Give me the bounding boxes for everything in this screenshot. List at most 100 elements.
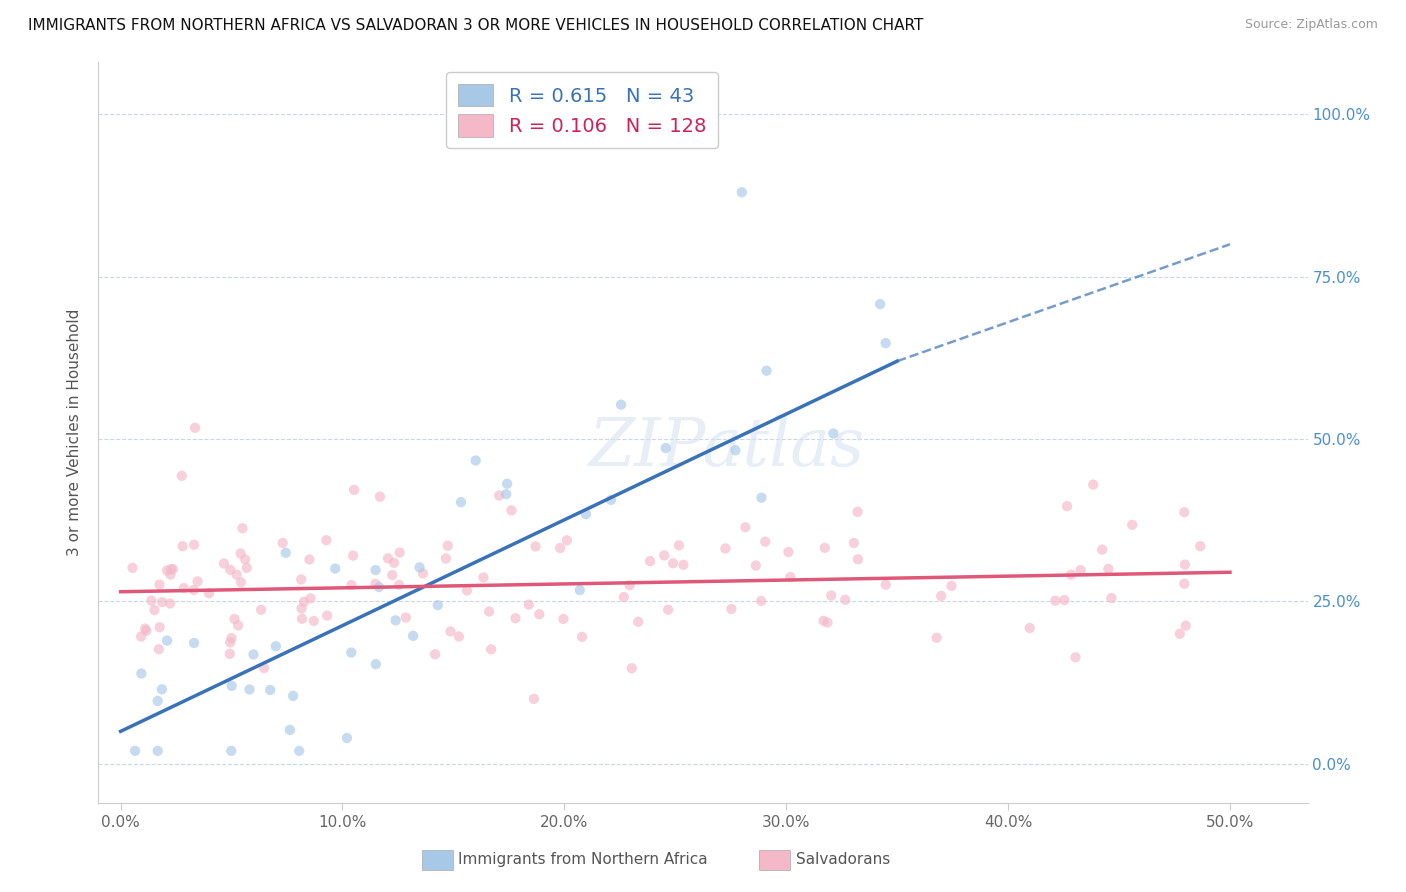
Point — [412, 566, 434, 581]
Point — [548, 541, 571, 555]
Point — [575, 507, 598, 521]
Point — [149, 620, 172, 634]
Point — [250, 603, 273, 617]
Point — [745, 558, 768, 573]
Point — [929, 589, 952, 603]
Point — [384, 613, 406, 627]
Point — [524, 540, 547, 554]
Point — [479, 642, 502, 657]
Point — [434, 551, 457, 566]
Point — [1083, 477, 1105, 491]
Text: Source: ZipAtlas.com: Source: ZipAtlas.com — [1244, 18, 1378, 31]
Point — [619, 578, 641, 592]
Point — [439, 624, 461, 639]
Point — [298, 552, 321, 566]
Point — [340, 646, 363, 660]
Point — [731, 186, 754, 200]
Point — [1174, 618, 1197, 632]
Point — [823, 426, 845, 441]
Point — [259, 682, 281, 697]
Point — [496, 476, 519, 491]
Point — [129, 630, 152, 644]
Point — [156, 564, 179, 578]
Point — [170, 468, 193, 483]
Point — [941, 579, 963, 593]
Point — [242, 648, 264, 662]
Point — [652, 549, 675, 563]
Point — [505, 611, 527, 625]
Point — [529, 607, 551, 622]
Point — [488, 488, 510, 502]
Point — [1189, 539, 1212, 553]
Point — [156, 633, 179, 648]
Point — [299, 591, 322, 606]
Point — [1045, 593, 1067, 607]
Point — [388, 578, 411, 592]
Point — [271, 536, 294, 550]
Point — [1099, 591, 1122, 605]
Point — [778, 545, 800, 559]
Point — [402, 629, 425, 643]
Point — [274, 546, 297, 560]
Point — [495, 487, 517, 501]
Point — [364, 563, 387, 577]
Point — [364, 657, 387, 672]
Point — [143, 603, 166, 617]
Point — [315, 533, 337, 548]
Point — [657, 603, 679, 617]
Point — [183, 582, 205, 597]
Point — [450, 495, 472, 509]
Point — [714, 541, 737, 556]
Point — [553, 612, 575, 626]
Point — [290, 573, 312, 587]
Point — [231, 521, 253, 535]
Point — [141, 593, 163, 607]
Point — [219, 563, 242, 577]
Point — [846, 552, 869, 566]
Point — [173, 581, 195, 595]
Point — [600, 492, 623, 507]
Point — [336, 731, 359, 745]
Point — [755, 364, 778, 378]
Point — [925, 631, 948, 645]
Point — [846, 505, 869, 519]
Text: IMMIGRANTS FROM NORTHERN AFRICA VS SALVADORAN 3 OR MORE VEHICLES IN HOUSEHOLD CO: IMMIGRANTS FROM NORTHERN AFRICA VS SALVA… — [28, 18, 924, 33]
Point — [1173, 505, 1195, 519]
Point — [368, 490, 391, 504]
Text: Salvadorans: Salvadorans — [796, 853, 890, 867]
Point — [183, 636, 205, 650]
Point — [225, 567, 247, 582]
Point — [291, 612, 314, 626]
Point — [571, 630, 593, 644]
Point — [654, 441, 676, 455]
Point — [472, 570, 495, 584]
Point — [150, 682, 173, 697]
Point — [638, 554, 661, 568]
Point — [146, 744, 169, 758]
Y-axis label: 3 or more Vehicles in Household: 3 or more Vehicles in Household — [67, 309, 83, 557]
Legend: R = 0.615   N = 43, R = 0.106   N = 128: R = 0.615 N = 43, R = 0.106 N = 128 — [447, 72, 717, 148]
Point — [875, 577, 897, 591]
Point — [131, 666, 153, 681]
Point — [464, 453, 486, 467]
Point — [146, 694, 169, 708]
Point — [377, 551, 399, 566]
Point — [754, 534, 776, 549]
Point — [395, 610, 418, 624]
Point — [662, 556, 685, 570]
Point — [183, 538, 205, 552]
Point — [1168, 626, 1191, 640]
Point — [278, 723, 301, 737]
Point — [668, 538, 690, 552]
Text: ZIPatlas: ZIPatlas — [589, 415, 865, 480]
Point — [162, 562, 184, 576]
Point — [436, 539, 458, 553]
Point — [842, 536, 865, 550]
Point — [423, 648, 446, 662]
Point — [323, 561, 346, 575]
Point — [456, 583, 478, 598]
Point — [1056, 499, 1078, 513]
Point — [381, 568, 404, 582]
Point — [148, 642, 170, 657]
Point — [627, 615, 650, 629]
